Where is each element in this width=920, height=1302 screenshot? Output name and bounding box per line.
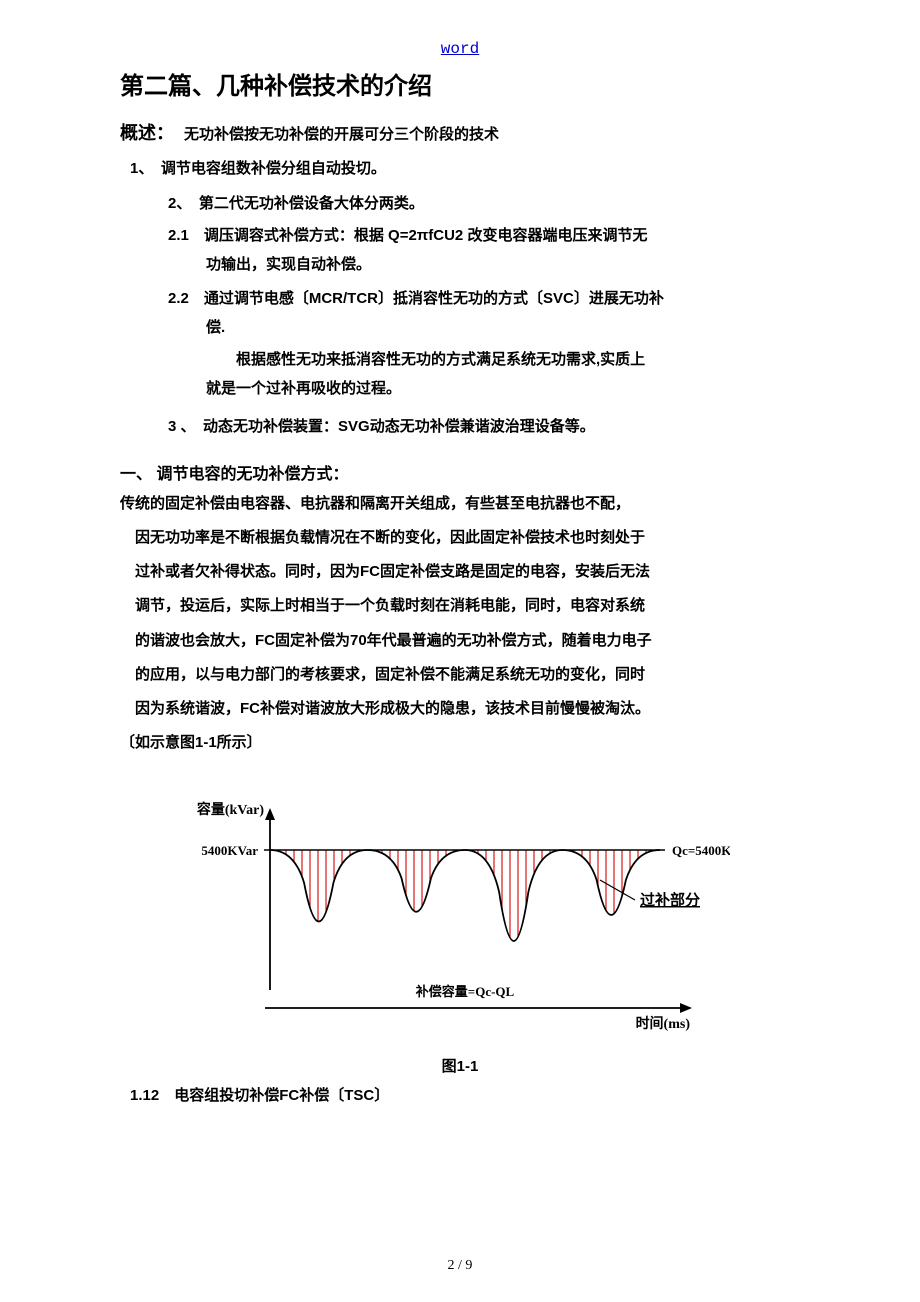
svg-text:容量(kVar): 容量(kVar) (196, 801, 264, 818)
subsection-1-12: 1.12 电容组投切补偿FC补偿〔TSC〕 (120, 1082, 800, 1111)
overview-text: 无功补偿按无功补偿的开展可分三个阶段的技术 (184, 126, 499, 143)
outline-item-2-2a: 2.2 通过调节电感〔MCR/TCR〕抵消容性无功的方式〔SVC〕进展无功补 (120, 285, 800, 314)
page-title: 第二篇、几种补偿技术的介绍 (120, 66, 800, 101)
section-1-p8: 〔如示意图1-1所示〕 (120, 727, 800, 759)
svg-text:5400KVar: 5400KVar (201, 843, 258, 858)
section-1-p7: 因为系统谐波，FC补偿对谐波放大形成极大的隐患，该技术目前慢慢被淘汰。 (120, 693, 800, 725)
outline-item-2-1a: 2.1 调压调容式补偿方式：根据 Q=2πfCU2 改变电容器端电压来调节无 (120, 222, 800, 251)
outline-item-1: 1、 调节电容组数补偿分组自动投切。 (120, 155, 800, 184)
outline-item-3: 3 、 动态无功补偿装置：SVG动态无功补偿兼谐波治理设备等。 (120, 413, 800, 442)
figure-1-1-caption: 图1-1 (120, 1055, 800, 1076)
header-word-link[interactable]: word (120, 40, 800, 58)
section-1-p6: 的应用，以与电力部门的考核要求，固定补偿不能满足系统无功的变化，同时 (120, 659, 800, 691)
section-1-p3: 过补或者欠补得状态。同时，因为FC固定补偿支路是固定的电容，安装后无法 (120, 556, 800, 588)
outline-item-2: 2、 第二代无功补偿设备大体分两类。 (120, 190, 800, 219)
svg-text:补偿容量=Qc-QL: 补偿容量=Qc-QL (415, 984, 515, 999)
section-1-p2: 因无功功率是不断根据负载情况在不断的变化，因此固定补偿技术也时刻处于 (120, 522, 800, 554)
outline-item-2-2b: 偿. (120, 314, 800, 343)
section-1-p4: 调节，投运后，实际上时相当于一个负载时刻在消耗电能，同时，电容对系统 (120, 590, 800, 622)
page-footer: 2 / 9 (0, 1258, 920, 1274)
outline-item-2-2c: 根据感性无功来抵消容性无功的方式满足系统无功需求,实质上 (120, 346, 800, 375)
section-1-p1: 传统的固定补偿由电容器、电抗器和隔离开关组成，有些甚至电抗器也不配， (120, 488, 800, 520)
section-1-p5: 的谐波也会放大，FC固定补偿为70年代最普遍的无功补偿方式，随着电力电子 (120, 625, 800, 657)
overview-label: 概述： (120, 123, 174, 143)
outline-item-2-1b: 功输出，实现自动补偿。 (120, 251, 800, 280)
outline-item-2-2d: 就是一个过补再吸收的过程。 (120, 375, 800, 404)
overview-row: 概述： 无功补偿按无功补偿的开展可分三个阶段的技术 (120, 119, 800, 145)
figure-1-1-chart: 容量(kVar) 5400KVar Qc=5400KVar 过补部分补偿容量=Qc-Q… (190, 790, 730, 1045)
svg-text:时间(ms): 时间(ms) (636, 1015, 691, 1032)
svg-text:Qc=5400KVar: Qc=5400KVar (672, 843, 730, 858)
section-1-head: 一、 调节电容的无功补偿方式： (120, 460, 800, 484)
svg-text:过补部分: 过补部分 (640, 891, 700, 909)
